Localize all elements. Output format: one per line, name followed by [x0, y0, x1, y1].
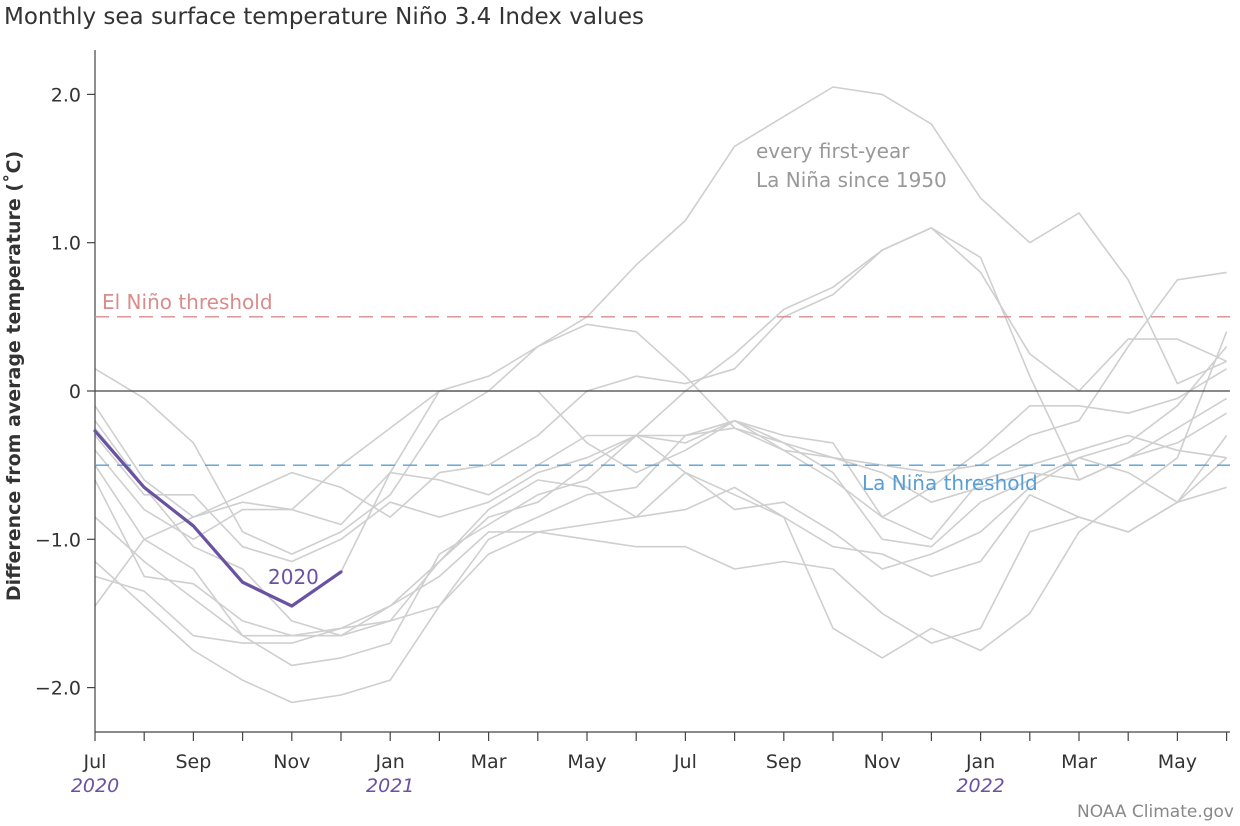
- year-label: 2021: [366, 775, 414, 797]
- highlight-series-line-2020: [93, 429, 343, 608]
- la-nina-threshold-label: La Niña threshold: [862, 471, 1038, 495]
- el-nino-threshold-label: El Niño threshold: [102, 290, 273, 314]
- background-series-group: [94, 86, 1228, 704]
- y-tick-label: −2.0: [35, 678, 81, 700]
- background-series-line-12: [94, 427, 1228, 637]
- credit-text: NOAA Climate.gov: [1076, 802, 1234, 822]
- x-tick-label: Mar: [1061, 751, 1097, 773]
- highlight-series-label: 2020: [268, 565, 319, 589]
- y-tick-label: −1.0: [35, 529, 81, 551]
- y-tick-label: 2.0: [51, 84, 81, 106]
- x-tick-label: Jul: [83, 751, 107, 773]
- axes-group: [87, 50, 1230, 741]
- year-label: 2020: [71, 775, 119, 797]
- y-tick-label: 1.0: [51, 233, 81, 255]
- background-series-line-5: [94, 227, 1227, 607]
- chart-text-group: 2.0 1.0 0 −1.0 −2.0 Jul Sep Nov Jan Mar May Jul Sep N…: [2, 84, 1197, 797]
- x-tick-label: Nov: [864, 751, 901, 773]
- x-tick-label: Jan: [375, 751, 405, 773]
- x-tick-label: May: [567, 751, 606, 773]
- background-series-line-8: [94, 427, 1228, 637]
- x-tick-label: Sep: [175, 751, 211, 773]
- background-series-line-9: [94, 345, 1228, 644]
- background-series-line-3: [94, 271, 1227, 526]
- background-series-line-7: [94, 86, 1227, 541]
- background-series-line-4: [94, 419, 1227, 667]
- x-tick-label: May: [1158, 751, 1197, 773]
- year-label: 2022: [956, 775, 1004, 797]
- x-tick-label: Jul: [673, 751, 697, 773]
- y-axis-label: Difference from average temperature (˚C): [2, 151, 25, 601]
- y-tick-label: 0: [69, 381, 81, 403]
- x-tick-label: Sep: [766, 751, 802, 773]
- threshold-group: [95, 316, 1230, 466]
- background-series-line-11: [94, 486, 1227, 704]
- x-tick-label: Mar: [471, 751, 507, 773]
- background-annotation-line: every first-year: [756, 139, 910, 163]
- highlight-series-group: [93, 429, 343, 608]
- background-series-line-10: [94, 331, 1228, 659]
- background-annotation-line: La Niña since 1950: [756, 168, 947, 192]
- x-tick-label: Jan: [965, 751, 995, 773]
- chart-title: Monthly sea surface temperature Niño 3.4…: [4, 4, 645, 30]
- x-tick-label: Nov: [273, 751, 310, 773]
- background-series-line-6: [94, 227, 1228, 637]
